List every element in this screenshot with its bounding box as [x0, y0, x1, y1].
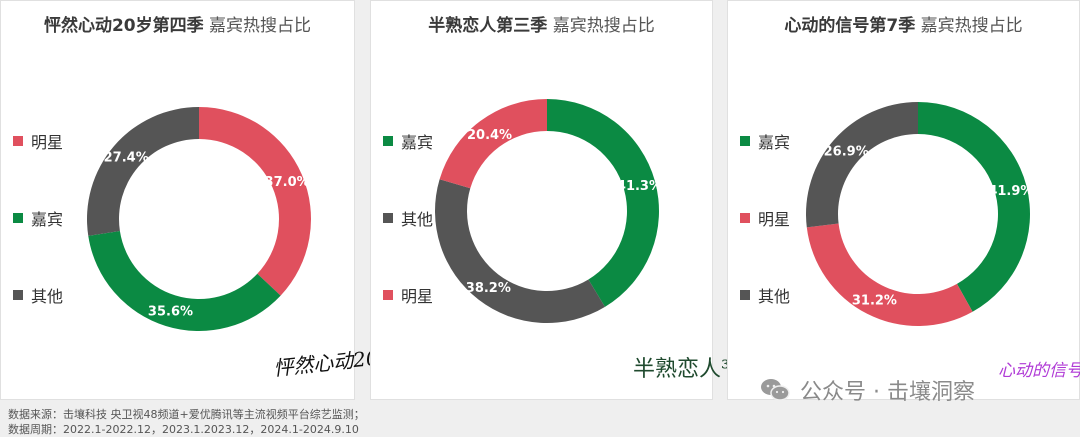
wechat-icon [760, 377, 790, 403]
slice-label: 31.2% [852, 294, 897, 309]
slice-label: 20.4% [467, 128, 512, 143]
chart-title-main: 怦然心动20岁第四季 [43, 16, 204, 36]
show-logo: 半熟恋人³ [633, 357, 730, 382]
legend-item: 明星 [740, 206, 790, 230]
legend-swatch [740, 290, 750, 300]
legend-label: 其他 [758, 287, 791, 306]
legend-label: 其他 [31, 287, 64, 306]
chart-panel-1: 怦然心动20岁第四季 嘉宾热搜占比 37.0% 35.6% 27.4% 明星 嘉宾 … [0, 0, 400, 400]
legend-swatch [383, 213, 393, 223]
slice-label: 38.2% [466, 281, 511, 296]
legend-item: 嘉宾 [13, 206, 63, 230]
brand-text: 公众号 · 击壤洞察 [800, 380, 975, 405]
legend-label: 明星 [401, 287, 434, 306]
legend-swatch [13, 213, 23, 223]
donut-slice [86, 107, 199, 236]
donut-slice [918, 102, 1030, 312]
donut-slice [806, 102, 918, 228]
chart-title-sub: 嘉宾热搜占比 [920, 16, 1023, 36]
legend-label: 嘉宾 [31, 210, 64, 229]
donut-slice [435, 179, 605, 324]
chart-title: 心动的信号第7季 嘉宾热搜占比 [728, 11, 1079, 36]
slice-label: 41.3% [617, 179, 662, 194]
chart-title: 怦然心动20岁第四季 嘉宾热搜占比 [1, 11, 354, 36]
legend-swatch [13, 136, 23, 146]
legend-label: 明星 [31, 133, 64, 152]
legend-item: 嘉宾 [383, 129, 433, 153]
legend-label: 嘉宾 [401, 133, 434, 152]
legend-item: 其他 [740, 283, 790, 307]
chart-title-main: 心动的信号第7季 [784, 16, 916, 36]
donut-slice [199, 107, 312, 296]
donut-slice [88, 231, 281, 332]
legend-item: 其他 [383, 206, 433, 230]
brand-watermark: 公众号 · 击壤洞察 [760, 374, 975, 406]
show-logo: 心动的信号 [998, 361, 1080, 381]
chart-title-sub: 嘉宾热搜占比 [209, 16, 312, 36]
legend-swatch [13, 290, 23, 300]
chart-panel-3: 心动的信号第7季 嘉宾热搜占比 41.9% 31.2% 26.9% 嘉宾 明星 其他… [727, 0, 1080, 400]
legend-item: 其他 [13, 283, 63, 307]
slice-label: 35.6% [148, 305, 193, 320]
legend-swatch [740, 213, 750, 223]
data-source-note: 数据来源：击壤科技 央卫视48频道+爱优腾讯等主流视频平台综艺监测； [8, 408, 365, 421]
legend-label: 明星 [758, 210, 791, 229]
slice-label: 37.0% [265, 175, 310, 190]
legend-item: 明星 [383, 283, 433, 307]
legend-swatch [740, 136, 750, 146]
donut-chart: 37.0% 35.6% 27.4% [86, 107, 312, 332]
slice-label: 41.9% [988, 184, 1033, 199]
slice-label: 27.4% [104, 150, 149, 165]
slice-label: 26.9% [824, 144, 869, 159]
donut-chart: 41.3% 38.2% 20.4% [435, 99, 662, 324]
legend-swatch [383, 290, 393, 300]
donut-chart: 41.9% 31.2% 26.9% [806, 102, 1033, 327]
chart-panel-2: 半熟恋人第三季 嘉宾热搜占比 41.3% 38.2% 20.4% 嘉宾 其他 明星 … [370, 0, 730, 400]
legend-label: 其他 [401, 210, 434, 229]
legend-item: 明星 [13, 129, 63, 153]
data-period-note: 数据周期：2022.1-2022.12，2023.1.2023.12，2024.… [8, 423, 359, 436]
donut-slice [547, 99, 659, 307]
legend-label: 嘉宾 [758, 133, 791, 152]
donut-slice [806, 223, 973, 327]
chart-title: 半熟恋人第三季 嘉宾热搜占比 [371, 11, 712, 36]
legend-swatch [383, 136, 393, 146]
donut-slice [439, 99, 547, 189]
legend-item: 嘉宾 [740, 129, 790, 153]
chart-title-sub: 嘉宾热搜占比 [552, 16, 655, 36]
chart-title-main: 半熟恋人第三季 [428, 16, 548, 36]
